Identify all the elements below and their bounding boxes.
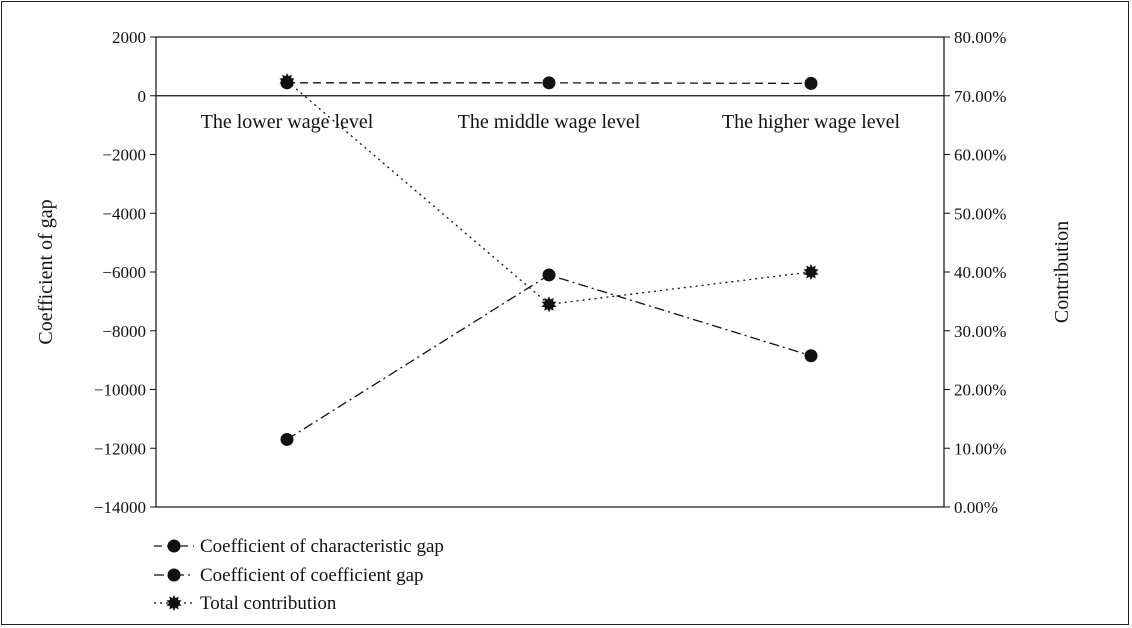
category-label: The middle wage level bbox=[458, 111, 641, 133]
series-1-point bbox=[542, 76, 556, 90]
series-line-3 bbox=[286, 80, 812, 305]
left-tick-label: 0 bbox=[138, 87, 147, 106]
series-3-point bbox=[541, 296, 557, 313]
left-tick-label: 2000 bbox=[112, 28, 146, 47]
series-1-point bbox=[804, 76, 818, 90]
left-axis-title: Coefficient of gap bbox=[35, 199, 57, 344]
left-tick-label: −8000 bbox=[102, 322, 146, 341]
legend-label-2: Coefficient of coefficient gap bbox=[200, 565, 424, 586]
left-tick-label: −10000 bbox=[94, 381, 146, 400]
left-tick-label: −12000 bbox=[94, 439, 146, 458]
right-tick-label: 0.00% bbox=[954, 498, 998, 517]
series-2-point bbox=[804, 349, 818, 363]
series-3-point bbox=[279, 73, 295, 90]
left-tick-label: −6000 bbox=[102, 263, 146, 282]
left-tick-label: −2000 bbox=[102, 146, 146, 165]
category-label: The higher wage level bbox=[722, 111, 901, 133]
legend-marker-3 bbox=[166, 595, 182, 611]
series-3-point bbox=[803, 264, 819, 280]
right-tick-label: 50.00% bbox=[954, 204, 1006, 223]
left-tick-label: −14000 bbox=[94, 498, 146, 517]
right-tick-label: 40.00% bbox=[954, 263, 1006, 282]
right-tick-label: 60.00% bbox=[954, 146, 1006, 165]
right-tick-label: 70.00% bbox=[954, 87, 1006, 106]
series-2-point bbox=[280, 432, 294, 446]
right-tick-label: 10.00% bbox=[954, 439, 1006, 458]
right-tick-label: 30.00% bbox=[954, 322, 1006, 341]
right-axis-title: Contribution bbox=[1051, 221, 1073, 323]
legend-label-1: Coefficient of characteristic gap bbox=[200, 536, 444, 557]
left-tick-label: −4000 bbox=[102, 204, 146, 223]
legend-marker-1 bbox=[167, 539, 181, 553]
legend-marker-2 bbox=[167, 568, 181, 582]
category-label: The lower wage level bbox=[201, 111, 374, 133]
series-2-point bbox=[542, 268, 556, 282]
legend-label-3: Total contribution bbox=[200, 593, 337, 614]
right-tick-label: 80.00% bbox=[954, 28, 1006, 47]
right-tick-label: 20.00% bbox=[954, 381, 1006, 400]
